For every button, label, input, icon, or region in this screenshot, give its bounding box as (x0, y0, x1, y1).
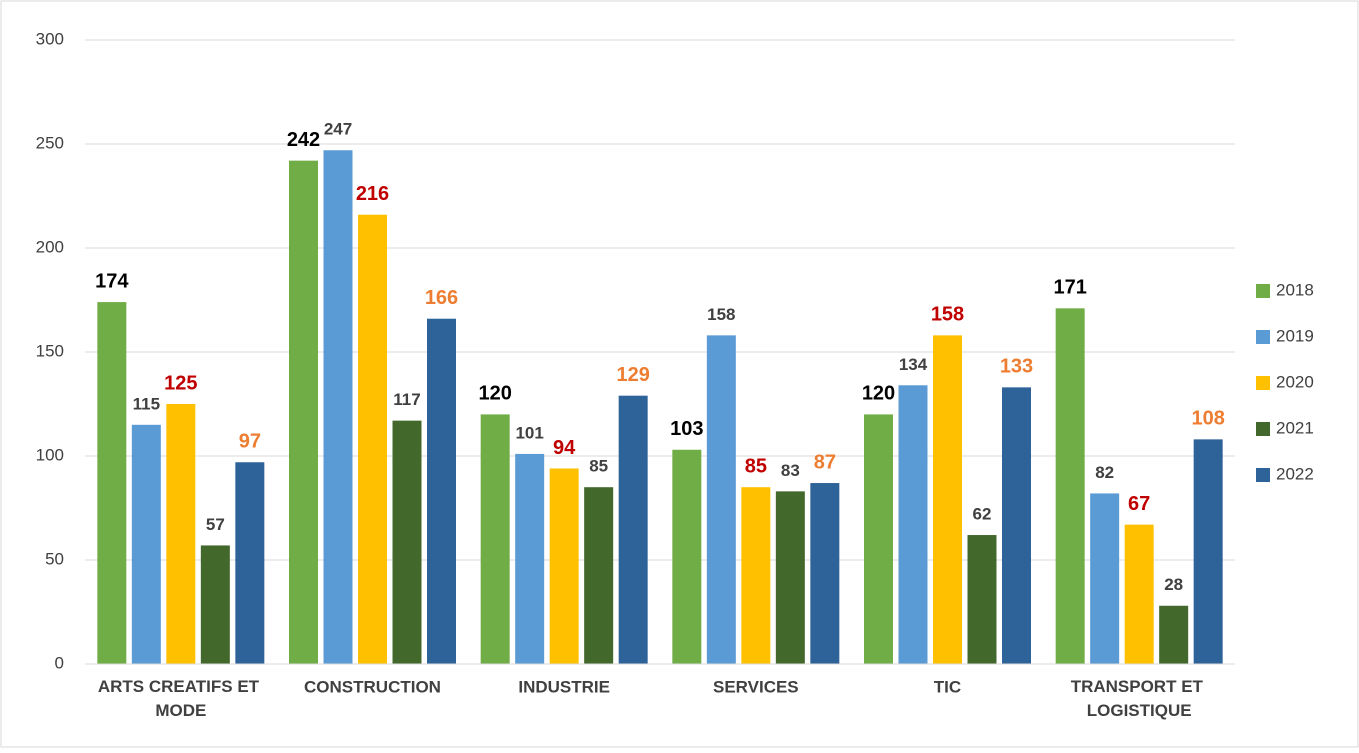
bar (480, 414, 510, 664)
bar (166, 404, 196, 664)
bar (323, 150, 353, 665)
legend-swatch (1256, 330, 1270, 344)
data-label: 103 (670, 418, 703, 440)
y-tick-label: 150 (36, 341, 64, 360)
bar (1124, 524, 1154, 664)
data-label: 117 (393, 390, 420, 409)
data-label: 57 (206, 515, 225, 534)
x-tick-label: TIC (934, 677, 961, 696)
data-label: 216 (356, 183, 389, 205)
bar (392, 420, 422, 664)
legend-label: 2020 (1276, 372, 1314, 391)
data-label: 120 (862, 383, 895, 405)
bar (358, 214, 387, 664)
data-label: 67 (1128, 493, 1150, 515)
bar (235, 462, 265, 664)
bar (967, 535, 997, 664)
bar (1159, 605, 1189, 664)
bar (549, 468, 579, 664)
data-label: 242 (287, 129, 320, 151)
data-label: 247 (324, 120, 352, 139)
x-tick-label: SERVICES (713, 677, 799, 696)
bar (810, 483, 840, 664)
x-tick-label: CONSTRUCTION (304, 677, 441, 696)
bar (131, 424, 161, 664)
data-label: 129 (616, 364, 649, 386)
bar (741, 487, 771, 664)
legend-swatch (1256, 376, 1270, 390)
bar (289, 160, 318, 664)
y-tick-label: 250 (36, 133, 64, 152)
data-label: 87 (814, 451, 836, 473)
bar (1090, 493, 1120, 664)
bar (933, 335, 962, 664)
bar (618, 395, 648, 664)
legend-swatch (1256, 284, 1270, 298)
bar (427, 318, 456, 664)
bar (584, 487, 614, 664)
bar (898, 385, 928, 664)
bar (200, 545, 230, 664)
legend-swatch (1256, 468, 1270, 482)
bar (1193, 439, 1223, 664)
data-label: 166 (425, 287, 458, 309)
data-label: 120 (478, 383, 511, 405)
data-label: 115 (133, 394, 160, 413)
bar (515, 453, 545, 664)
legend-swatch (1256, 422, 1270, 436)
data-label: 97 (239, 431, 261, 453)
bar (97, 302, 127, 664)
legend-label: 2019 (1276, 326, 1314, 345)
data-label: 125 (164, 372, 197, 394)
data-label: 82 (1095, 463, 1114, 482)
x-tick-label: ARTS CREATIFS ET MODE (98, 677, 264, 720)
bar (1055, 308, 1085, 664)
x-tick-label: TRANSPORT ET LOGISTIQUE (1071, 677, 1208, 720)
x-tick-label: INDUSTRIE (518, 677, 610, 696)
data-label: 85 (745, 455, 767, 477)
data-label: 101 (515, 423, 543, 442)
bar (706, 335, 736, 664)
bar (864, 414, 893, 664)
data-label: 28 (1164, 575, 1183, 594)
y-tick-label: 0 (55, 653, 64, 672)
data-label: 158 (707, 305, 735, 324)
legend-label: 2021 (1276, 418, 1314, 437)
bar (1002, 387, 1031, 664)
data-label: 83 (781, 461, 800, 480)
bar (775, 491, 805, 664)
data-label: 133 (1000, 356, 1033, 378)
legend-label: 2022 (1276, 464, 1314, 483)
bar (672, 449, 702, 664)
data-label: 62 (973, 505, 992, 524)
data-label: 94 (553, 437, 576, 459)
data-label: 85 (589, 457, 608, 476)
data-label: 134 (899, 355, 928, 374)
y-tick-label: 200 (36, 237, 64, 256)
y-tick-label: 100 (36, 445, 64, 464)
data-label: 108 (1191, 408, 1224, 430)
data-label: 158 (931, 304, 964, 326)
data-label: 174 (95, 270, 129, 292)
legend-label: 2018 (1276, 280, 1314, 299)
y-tick-label: 50 (45, 549, 64, 568)
y-tick-label: 300 (36, 29, 64, 48)
data-label: 171 (1053, 277, 1086, 299)
